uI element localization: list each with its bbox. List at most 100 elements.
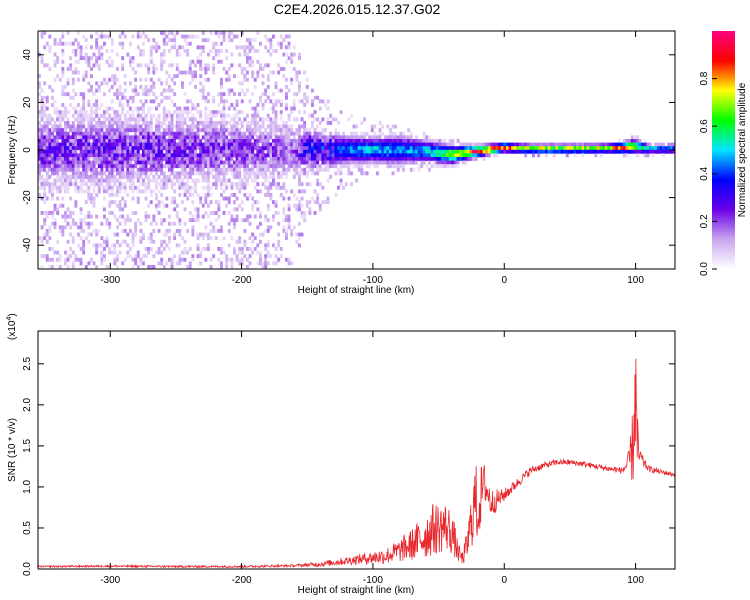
spectrogram-cell xyxy=(339,142,343,147)
spectrogram-cell xyxy=(178,175,182,179)
spectrogram-cell xyxy=(108,149,112,154)
spectrogram-cell xyxy=(290,106,294,111)
spectrogram-cell xyxy=(235,214,239,219)
spectrogram-cell xyxy=(316,124,320,129)
spectrogram-cell xyxy=(92,167,96,172)
spectrogram-cell xyxy=(113,146,117,151)
spectrogram-cell xyxy=(144,157,148,161)
spectrogram-cell xyxy=(152,218,156,223)
spectrogram-cell xyxy=(292,106,296,111)
spectrogram-cell xyxy=(40,146,44,151)
spectrogram-cell xyxy=(92,117,96,122)
spectrogram-cell xyxy=(48,131,52,136)
spectrogram-cell xyxy=(391,149,395,154)
spectrogram-cell xyxy=(246,70,249,75)
spectrogram-cell xyxy=(277,139,281,143)
spectrogram-cell xyxy=(261,135,265,140)
spectrogram-cell xyxy=(207,193,210,197)
spectrogram-cell xyxy=(118,164,122,169)
spectrogram-cell xyxy=(334,117,338,122)
spectrogram-cell xyxy=(48,265,52,269)
spectrogram-cell xyxy=(227,106,231,111)
spectrogram-cell xyxy=(303,149,307,154)
spectrogram-cell xyxy=(524,149,528,154)
spectrogram-cell xyxy=(110,106,114,111)
spectrogram-cell xyxy=(532,153,535,158)
spectrogram-cell xyxy=(209,142,213,147)
spectrogram-cell xyxy=(282,149,286,154)
spectrogram-cell xyxy=(542,149,546,154)
spectrogram-cell xyxy=(95,160,99,165)
spectrogram-cell xyxy=(344,139,348,143)
spectrogram-cell xyxy=(259,164,262,169)
spectrogram-cell xyxy=(334,149,338,154)
spectrogram-cell xyxy=(87,221,91,226)
spectrogram-cell xyxy=(51,247,54,251)
spectrogram-cell xyxy=(129,178,132,183)
spectrogram-cell xyxy=(79,189,83,194)
spectrogram-cell xyxy=(493,153,496,158)
spectrogram-cell xyxy=(279,34,283,39)
spectrogram-cell xyxy=(383,142,387,147)
spectrogram-cell xyxy=(129,142,132,147)
spectrogram-cell xyxy=(165,146,169,151)
spectrogram-cell xyxy=(615,142,619,147)
spectrogram-cell xyxy=(425,146,429,151)
spectrogram-cell xyxy=(61,214,65,219)
spectrogram-cell xyxy=(186,142,190,147)
spectrogram-cell xyxy=(269,124,273,129)
spectrogram-cell xyxy=(266,225,270,230)
spectrogram-cell xyxy=(40,31,44,35)
spectrogram-cell xyxy=(578,149,582,154)
spectrogram-cell xyxy=(235,99,239,104)
spectrogram-cell xyxy=(298,135,301,140)
spectrogram-cell xyxy=(45,135,49,140)
spectrogram-cell xyxy=(227,160,231,165)
spectrogram-cell xyxy=(100,31,104,35)
spectrogram-cell xyxy=(204,63,208,68)
spectrogram-cell xyxy=(87,189,91,194)
spectrogram-cell xyxy=(389,149,392,154)
spectrogram-cell xyxy=(220,128,223,133)
spectrogram-cell xyxy=(329,113,333,118)
spectrogram-cell xyxy=(152,175,156,179)
spectrogram-cell xyxy=(152,38,156,43)
spectrogram-cell xyxy=(357,153,361,158)
spectrogram-cell xyxy=(108,113,112,118)
spectrogram-cell xyxy=(285,160,288,165)
spectrogram-cell xyxy=(272,70,275,75)
spectrogram-cell xyxy=(66,214,70,219)
spectrogram-cell xyxy=(162,128,166,133)
spectrogram-cell xyxy=(186,70,190,75)
spectrogram-cell xyxy=(118,92,122,97)
spectrogram-cell xyxy=(53,182,57,187)
spectrogram-cell xyxy=(217,121,221,125)
spectrogram-cell xyxy=(170,146,174,151)
spectrogram-cell xyxy=(233,121,236,125)
spectrogram-cell xyxy=(266,254,270,259)
spectrogram-cell xyxy=(152,164,156,169)
spectrogram-cell xyxy=(472,142,476,147)
spectrogram-cell xyxy=(537,149,541,154)
spectrogram-cell xyxy=(142,236,145,241)
spectrogram-cell xyxy=(51,128,54,133)
spectrogram-cell xyxy=(324,167,327,172)
spectrogram-cell xyxy=(139,77,143,82)
spectrogram-cell xyxy=(95,63,99,68)
spectrogram-cell xyxy=(168,178,171,183)
spectrogram-cell xyxy=(103,178,106,183)
spectrogram-cell xyxy=(318,131,322,136)
spectrogram-cell xyxy=(40,56,44,61)
spectrogram-cell xyxy=(396,135,400,140)
spectrogram-cell xyxy=(139,113,143,118)
spectrogram-cell xyxy=(160,131,164,136)
spectrogram-cell xyxy=(123,221,127,226)
spectrogram-cell xyxy=(51,139,54,143)
spectrogram-cell xyxy=(240,178,244,183)
spectrogram-cell xyxy=(147,160,151,165)
spectrogram-cell xyxy=(61,178,65,183)
spectrogram-cell xyxy=(272,171,275,176)
spectrogram-cell xyxy=(607,146,611,151)
spectrogram-cell xyxy=(290,189,294,194)
spectrogram-cell xyxy=(399,146,403,151)
